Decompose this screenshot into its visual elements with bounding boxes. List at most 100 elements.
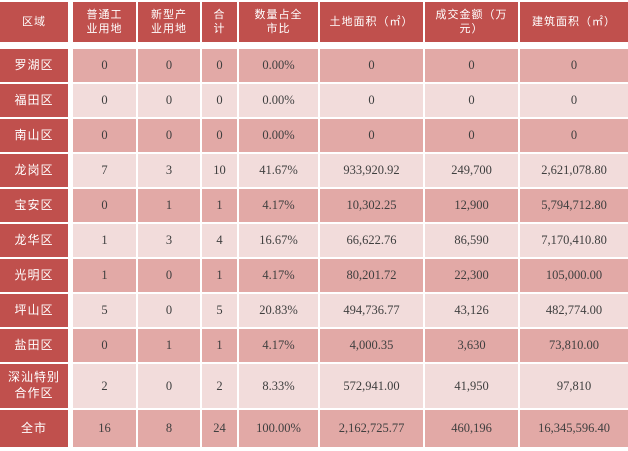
region-cell: 光明区 [0, 259, 68, 292]
value-cell: 0 [138, 84, 200, 117]
value-cell: 3 [138, 154, 200, 187]
value-cell: 0 [73, 84, 136, 117]
value-cell: 41,950 [425, 364, 518, 408]
value-cell: 7 [73, 154, 136, 187]
table-row: 龙岗区 7 3 10 41.67% 933,920.92 249,700 2,6… [0, 154, 628, 187]
table-row-citywide-total: 全市 16 8 24 100.00% 2,162,725.77 460,196 … [0, 410, 628, 447]
column-header-total: 合 计 [202, 2, 237, 42]
value-cell: 0 [73, 49, 136, 82]
value-cell: 4.17% [239, 329, 318, 362]
value-cell: 3,630 [425, 329, 518, 362]
column-header-ordinary-industrial: 普通工 业用地 [73, 2, 136, 42]
value-cell: 0 [202, 119, 237, 152]
value-cell: 16,345,596.40 [520, 410, 628, 447]
table-row: 盐田区 0 1 1 4.17% 4,000.35 3,630 73,810.00 [0, 329, 628, 362]
value-cell: 0 [138, 259, 200, 292]
value-cell: 12,900 [425, 189, 518, 222]
value-cell: 0.00% [239, 119, 318, 152]
value-cell: 0 [138, 49, 200, 82]
value-cell: 0.00% [239, 49, 318, 82]
table-row: 深汕特别 合作区 2 0 2 8.33% 572,941.00 41,950 9… [0, 364, 628, 408]
value-cell: 86,590 [425, 224, 518, 257]
value-cell: 7,170,410.80 [520, 224, 628, 257]
value-cell: 1 [138, 329, 200, 362]
value-cell: 0 [138, 294, 200, 327]
value-cell: 1 [73, 259, 136, 292]
region-cell: 宝安区 [0, 189, 68, 222]
value-cell: 4 [202, 224, 237, 257]
value-cell: 1 [73, 224, 136, 257]
value-cell: 2 [202, 364, 237, 408]
table-row: 南山区 0 0 0 0.00% 0 0 0 [0, 119, 628, 152]
value-cell: 5 [73, 294, 136, 327]
value-cell: 22,300 [425, 259, 518, 292]
value-cell: 2 [73, 364, 136, 408]
region-cell: 深汕特别 合作区 [0, 364, 68, 408]
region-cell: 福田区 [0, 84, 68, 117]
value-cell: 0 [320, 119, 423, 152]
value-cell: 20.83% [239, 294, 318, 327]
value-cell: 105,000.00 [520, 259, 628, 292]
column-header-building-area: 建筑面积（㎡） [520, 2, 628, 42]
column-header-land-area: 土地面积（㎡） [320, 2, 423, 42]
value-cell: 10 [202, 154, 237, 187]
value-cell: 2,162,725.77 [320, 410, 423, 447]
value-cell: 5,794,712.80 [520, 189, 628, 222]
value-cell: 1 [202, 189, 237, 222]
value-cell: 24 [202, 410, 237, 447]
region-cell: 罗湖区 [0, 49, 68, 82]
value-cell: 482,774.00 [520, 294, 628, 327]
value-cell: 3 [138, 224, 200, 257]
table-row: 龙华区 1 3 4 16.67% 66,622.76 86,590 7,170,… [0, 224, 628, 257]
value-cell: 0 [320, 84, 423, 117]
value-cell: 43,126 [425, 294, 518, 327]
column-header-region: 区域 [0, 2, 68, 42]
value-cell: 0 [73, 329, 136, 362]
region-cell: 全市 [0, 410, 68, 447]
value-cell: 0 [202, 84, 237, 117]
region-cell: 坪山区 [0, 294, 68, 327]
value-cell: 249,700 [425, 154, 518, 187]
value-cell: 8.33% [239, 364, 318, 408]
value-cell: 1 [202, 259, 237, 292]
table-row: 宝安区 0 1 1 4.17% 10,302.25 12,900 5,794,7… [0, 189, 628, 222]
value-cell: 0 [425, 119, 518, 152]
value-cell: 0 [202, 49, 237, 82]
table-row: 罗湖区 0 0 0 0.00% 0 0 0 [0, 49, 628, 82]
value-cell: 97,810 [520, 364, 628, 408]
value-cell: 0 [138, 364, 200, 408]
value-cell: 1 [202, 329, 237, 362]
value-cell: 0 [138, 119, 200, 152]
value-cell: 0.00% [239, 84, 318, 117]
value-cell: 66,622.76 [320, 224, 423, 257]
value-cell: 8 [138, 410, 200, 447]
value-cell: 10,302.25 [320, 189, 423, 222]
value-cell: 2,621,078.80 [520, 154, 628, 187]
value-cell: 1 [138, 189, 200, 222]
value-cell: 0 [73, 189, 136, 222]
value-cell: 0 [73, 119, 136, 152]
region-cell: 龙岗区 [0, 154, 68, 187]
value-cell: 572,941.00 [320, 364, 423, 408]
table-row: 光明区 1 0 1 4.17% 80,201.72 22,300 105,000… [0, 259, 628, 292]
value-cell: 73,810.00 [520, 329, 628, 362]
region-cell: 盐田区 [0, 329, 68, 362]
value-cell: 4.17% [239, 189, 318, 222]
value-cell: 16.67% [239, 224, 318, 257]
value-cell: 5 [202, 294, 237, 327]
column-header-city-share: 数量占全 市比 [239, 2, 318, 42]
value-cell: 0 [320, 49, 423, 82]
column-header-transaction-amount: 成交金额（万 元） [425, 2, 518, 42]
table-header-row: 区域 普通工 业用地 新型产 业用地 合 计 数量占全 市比 土地面积（㎡） 成… [0, 2, 628, 42]
value-cell: 494,736.77 [320, 294, 423, 327]
value-cell: 0 [425, 49, 518, 82]
column-header-new-industrial: 新型产 业用地 [138, 2, 200, 42]
region-cell: 龙华区 [0, 224, 68, 257]
value-cell: 80,201.72 [320, 259, 423, 292]
value-cell: 460,196 [425, 410, 518, 447]
value-cell: 0 [520, 49, 628, 82]
table-row: 坪山区 5 0 5 20.83% 494,736.77 43,126 482,7… [0, 294, 628, 327]
table-row: 福田区 0 0 0 0.00% 0 0 0 [0, 84, 628, 117]
value-cell: 933,920.92 [320, 154, 423, 187]
